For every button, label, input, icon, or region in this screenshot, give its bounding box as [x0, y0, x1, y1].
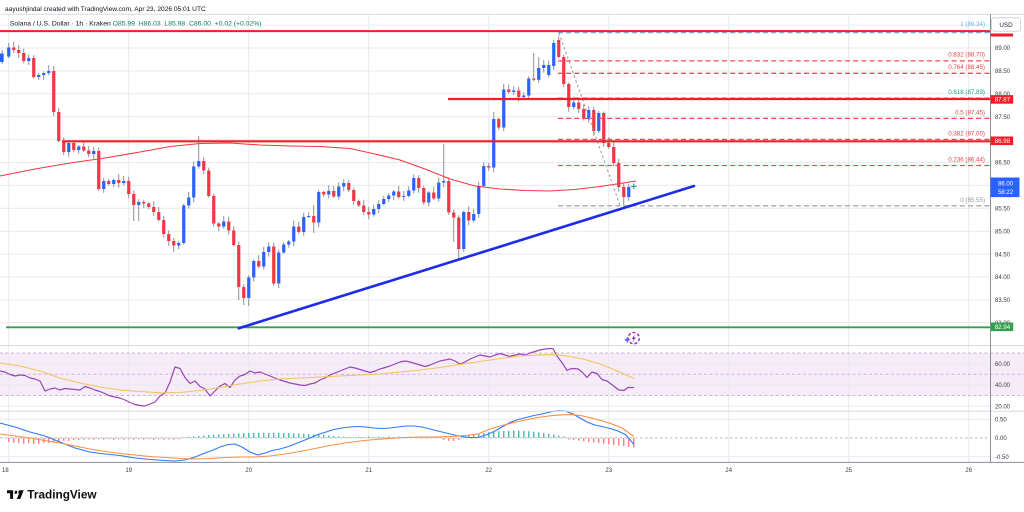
svg-text:86.00: 86.00: [998, 181, 1014, 187]
svg-text:88.50: 88.50: [995, 69, 1011, 75]
svg-text:22: 22: [485, 468, 492, 474]
svg-text:0.618 (87.89): 0.618 (87.89): [948, 89, 985, 96]
svg-text:19: 19: [125, 468, 132, 474]
svg-text:58:22: 58:22: [998, 190, 1014, 196]
svg-text:18: 18: [2, 468, 9, 474]
svg-text:88.00: 88.00: [995, 92, 1011, 98]
svg-text:24: 24: [725, 468, 732, 474]
svg-text:86.98: 86.98: [995, 138, 1011, 145]
svg-text:-0.50: -0.50: [995, 455, 1009, 461]
svg-text:0.764 (88.45): 0.764 (88.45): [948, 64, 985, 71]
svg-text:aayushjindal created with Trad: aayushjindal created with TradingView.co…: [5, 6, 206, 13]
svg-text:86.50: 86.50: [995, 161, 1011, 167]
svg-text:85.50: 85.50: [995, 207, 1011, 213]
svg-text:1 (89.34): 1 (89.34): [960, 21, 985, 28]
svg-text:87.50: 87.50: [995, 115, 1011, 121]
svg-text:0.832 (88.70): 0.832 (88.70): [948, 52, 985, 59]
svg-text:0 (85.55): 0 (85.55): [960, 197, 985, 204]
svg-text:89.00: 89.00: [995, 46, 1011, 52]
svg-text:84.00: 84.00: [995, 275, 1011, 281]
svg-text:0.236 (86.44): 0.236 (86.44): [948, 156, 985, 163]
svg-text:82.94: 82.94: [995, 324, 1011, 331]
svg-text:0.50: 0.50: [995, 417, 1007, 423]
svg-text:0.5 (87.45): 0.5 (87.45): [955, 109, 985, 116]
svg-text:84.50: 84.50: [995, 252, 1011, 258]
svg-text:USD: USD: [999, 22, 1013, 29]
svg-text:0.382 (87.00): 0.382 (87.00): [948, 130, 985, 137]
svg-text:0.00: 0.00: [995, 436, 1007, 442]
svg-text:25: 25: [845, 468, 852, 474]
svg-text:60.00: 60.00: [995, 362, 1011, 368]
svg-text:26: 26: [965, 468, 972, 474]
svg-text:Solana / U.S. Dollar · 1h · Kr: Solana / U.S. Dollar · 1h · Kraken O85.9…: [10, 21, 262, 28]
svg-text:20: 20: [245, 468, 252, 474]
svg-text:20.00: 20.00: [995, 404, 1011, 410]
svg-text:23: 23: [605, 468, 612, 474]
svg-text:87.87: 87.87: [995, 97, 1011, 104]
svg-text:TradingView: TradingView: [27, 488, 97, 502]
svg-text:83.50: 83.50: [995, 298, 1011, 304]
svg-text:85.00: 85.00: [995, 229, 1011, 235]
svg-text:21: 21: [365, 468, 372, 474]
svg-text:40.00: 40.00: [995, 383, 1011, 389]
